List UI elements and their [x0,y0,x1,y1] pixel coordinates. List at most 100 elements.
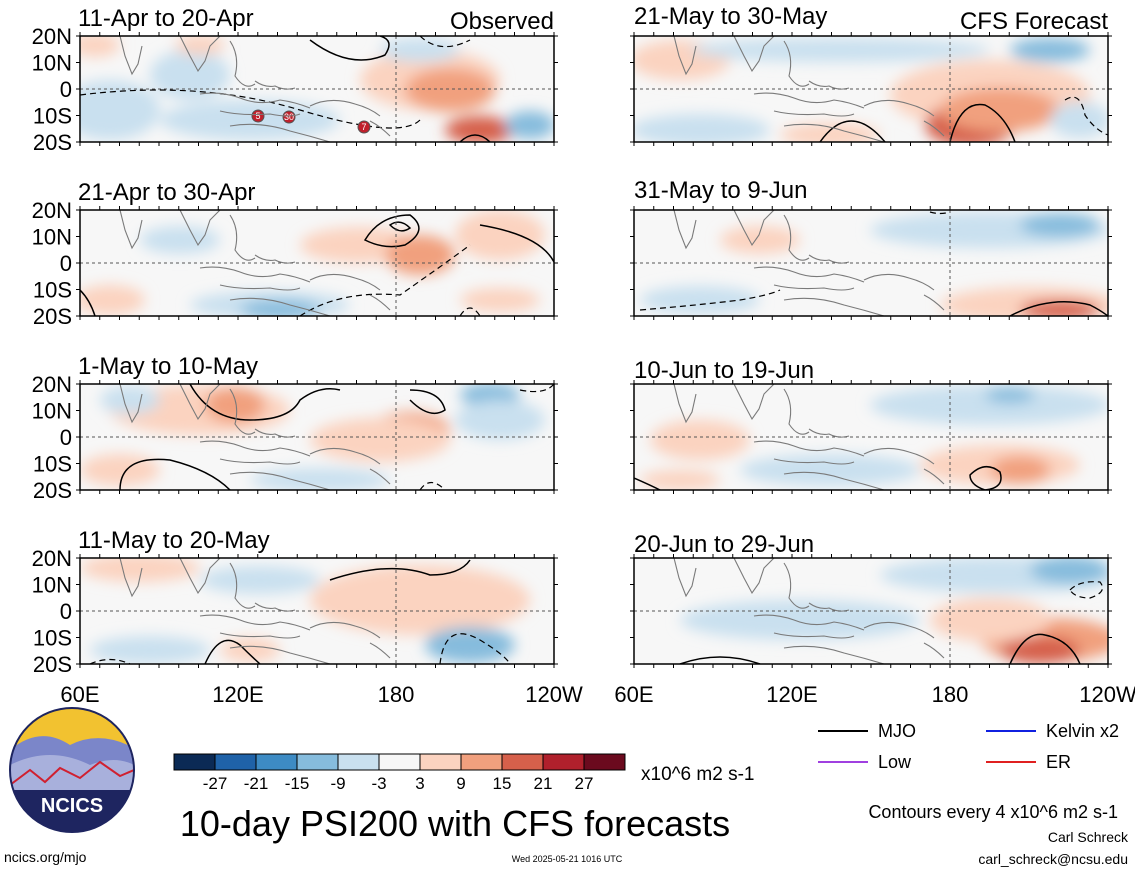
psi-field [80,210,554,316]
colorbar-label: 9 [456,774,465,793]
colorbar-swatch [378,753,421,771]
legend-label: Low [878,752,912,772]
colorbar-label: -9 [330,774,345,793]
logo-text: NCICS [41,795,103,817]
legend-label: MJO [878,721,916,741]
lat-label: 10N [32,225,72,250]
map-panel-observed-1: 11-Apr to 20-Apr Observed 5 [78,5,554,142]
lat-label: 10S [33,452,72,477]
lat-label: 20S [33,478,72,503]
map-frame [630,206,1112,320]
observed-label: Observed [450,8,554,35]
panel-period-label: 1-May to 10-May [78,353,258,380]
map-frame [76,32,558,146]
map-frame [76,380,558,494]
colorbar-swatch [296,753,339,771]
colorbar-swatch [173,753,216,771]
colorbar-label: 27 [575,774,594,793]
lon-label: 120W [525,682,583,707]
legend-label: ER [1046,752,1071,772]
colorbar-swatch [255,753,298,771]
colorbar-label: -21 [244,774,269,793]
website-link[interactable]: ncics.org/mjo [4,849,87,865]
map-panel-forecast-4: 20-Jun to 29-Jun [634,531,1108,664]
colorbar-units: x10^6 m2 s-1 [641,764,754,785]
colorbar-swatch [419,753,462,771]
map-frame [76,554,558,668]
psi-field [634,36,1108,142]
forecast-label: CFS Forecast [960,8,1108,35]
colorbar-swatch [460,753,503,771]
timestamp: Wed 2025-05-21 1016 UTC [512,854,623,864]
colorbar-label: 15 [493,774,512,793]
lon-label: 60E [60,682,99,707]
coastline [673,209,945,317]
colorbar-label: -3 [371,774,386,793]
panel-period-label: 10-Jun to 19-Jun [634,357,814,384]
lat-axis-labels: 20N10N010S20S20N10N010S20S20N10N010S20S2… [32,24,72,677]
psi-field [634,558,1108,664]
lon-axis-left: 60E 120E 180 120W [60,682,583,707]
psi-field [80,558,554,664]
lat-label: 20N [32,546,72,571]
colorbar-swatch [501,753,544,771]
lat-label: 20N [32,24,72,49]
coastline [673,557,945,665]
lon-label: 60E [614,682,653,707]
colorbar-swatch [337,753,380,771]
lon-axis-right: 60E 120E 180 120W [614,682,1135,707]
panel-period-label: 20-Jun to 29-Jun [634,531,814,558]
lat-label: 0 [60,77,72,102]
lat-label: 20S [33,304,72,329]
panel-period-label: 21-Apr to 30-Apr [78,179,255,206]
storm-marker-label: 30 [284,112,294,122]
ncics-logo: NCICS [9,707,135,833]
lat-label: 10N [32,51,72,76]
lat-label: 10N [32,573,72,598]
map-panel-observed-2: 21-Apr to 30-Apr [78,179,554,316]
colorbar-label: -15 [285,774,310,793]
map-panel-forecast-2: 31-May to 9-Jun [634,177,1108,316]
psi-field [80,36,554,142]
contour-note: Contours every 4 x10^6 m2 s-1 [868,802,1118,822]
main-title: 10-day PSI200 with CFS forecasts [180,803,730,844]
colorbar-label: 3 [415,774,424,793]
panel-period-label: 21-May to 30-May [634,3,827,30]
map-panel-observed-4: 11-May to 20-May [78,527,554,664]
storm-markers: 5 30 7 [251,109,371,134]
psi-field [634,210,1108,316]
map-panel-forecast-1: 21-May to 30-May CFS Forecast [634,3,1108,142]
lat-label: 10S [33,104,72,129]
lat-label: 20S [33,652,72,677]
author-email: carl_schreck@ncsu.edu [978,851,1128,867]
author-name: Carl Schreck [1048,829,1129,845]
lon-label: 180 [378,682,415,707]
lat-label: 10S [33,626,72,651]
lon-label: 180 [932,682,969,707]
lon-label: 120E [766,682,817,707]
lat-label: 10S [33,278,72,303]
coastline [673,383,945,491]
coastline [119,557,391,665]
lat-label: 0 [60,251,72,276]
lat-label: 10N [32,399,72,424]
colorbar: -27 -21 -15 -9 -3 3 9 15 21 27 [173,753,626,793]
coastline [119,35,391,143]
colorbar-label: -27 [203,774,228,793]
coastline [119,209,391,317]
lon-label: 120E [212,682,263,707]
lon-label: 120W [1079,682,1135,707]
map-frame [630,380,1112,494]
map-frame [630,32,1112,146]
storm-marker-label: 7 [361,122,366,132]
legend: MJO Kelvin x2 Low ER [818,721,1119,772]
colorbar-swatch [214,753,257,771]
legend-label: Kelvin x2 [1046,721,1119,741]
lat-label: 20N [32,372,72,397]
panel-period-label: 11-Apr to 20-Apr [78,5,254,32]
coastline [673,35,945,143]
panel-period-label: 11-May to 20-May [78,527,270,554]
coastline [119,383,391,491]
lat-label: 0 [60,599,72,624]
panel-period-label: 31-May to 9-Jun [634,177,807,204]
